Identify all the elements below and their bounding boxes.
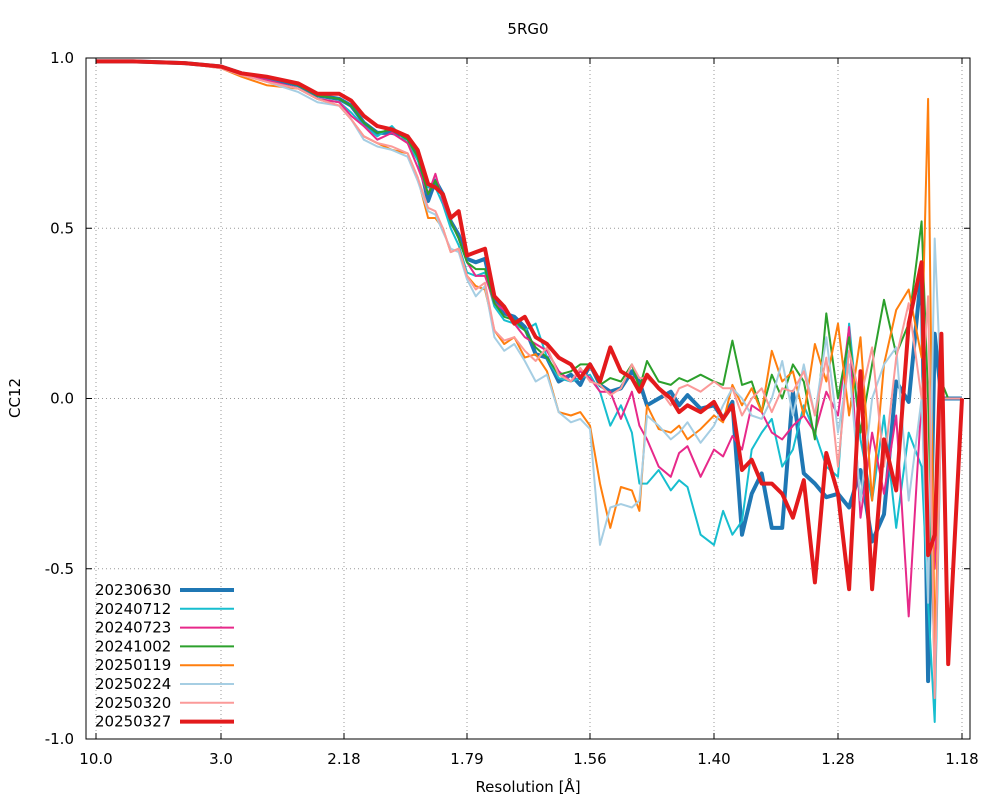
legend-label: 20230630	[95, 581, 171, 599]
y-tick-label: 0.5	[50, 219, 74, 237]
x-tick-label: 10.0	[79, 750, 112, 768]
series-line-20240712	[96, 60, 962, 723]
legend-label: 20250224	[95, 675, 171, 693]
legend-label: 20250119	[95, 656, 171, 674]
x-tick-label: 3.0	[209, 750, 233, 768]
legend-label: 20241002	[95, 637, 171, 655]
series-line-20250224	[96, 60, 962, 604]
chart-title: 5RG0	[507, 20, 548, 38]
x-tick-label: 1.28	[821, 750, 854, 768]
x-axis-label: Resolution [Å]	[475, 777, 580, 796]
x-tick-label: 1.79	[450, 750, 483, 768]
legend-label: 20240712	[95, 600, 171, 618]
x-tick-label: 1.18	[945, 750, 978, 768]
axis-ticks: 10.0 3.0 2.18 1.79 1.56 1.40 1.28 1.18 1.0 0.5 0.0…	[45, 49, 979, 768]
y-tick-label: 0.0	[50, 390, 74, 408]
series-layer	[96, 59, 964, 723]
y-tick-label: -0.5	[45, 560, 74, 578]
x-tick-label: 2.18	[327, 750, 360, 768]
y-tick-label: 1.0	[50, 49, 74, 67]
series-line-20241002	[96, 60, 962, 679]
series-line-20250320	[96, 60, 962, 700]
series-line-20250119	[96, 60, 962, 655]
legend-label: 20240723	[95, 619, 171, 637]
x-tick-label: 1.56	[573, 750, 606, 768]
legend-label: 20250327	[95, 713, 171, 731]
y-axis-label: CC12	[6, 378, 24, 418]
series-line-20240723	[96, 60, 962, 618]
legend: 2023063020240712202407232024100220250119…	[95, 581, 234, 731]
x-tick-label: 1.40	[697, 750, 730, 768]
series-line-20250327	[96, 59, 964, 667]
y-tick-label: -1.0	[45, 730, 74, 748]
legend-label: 20250320	[95, 694, 171, 712]
